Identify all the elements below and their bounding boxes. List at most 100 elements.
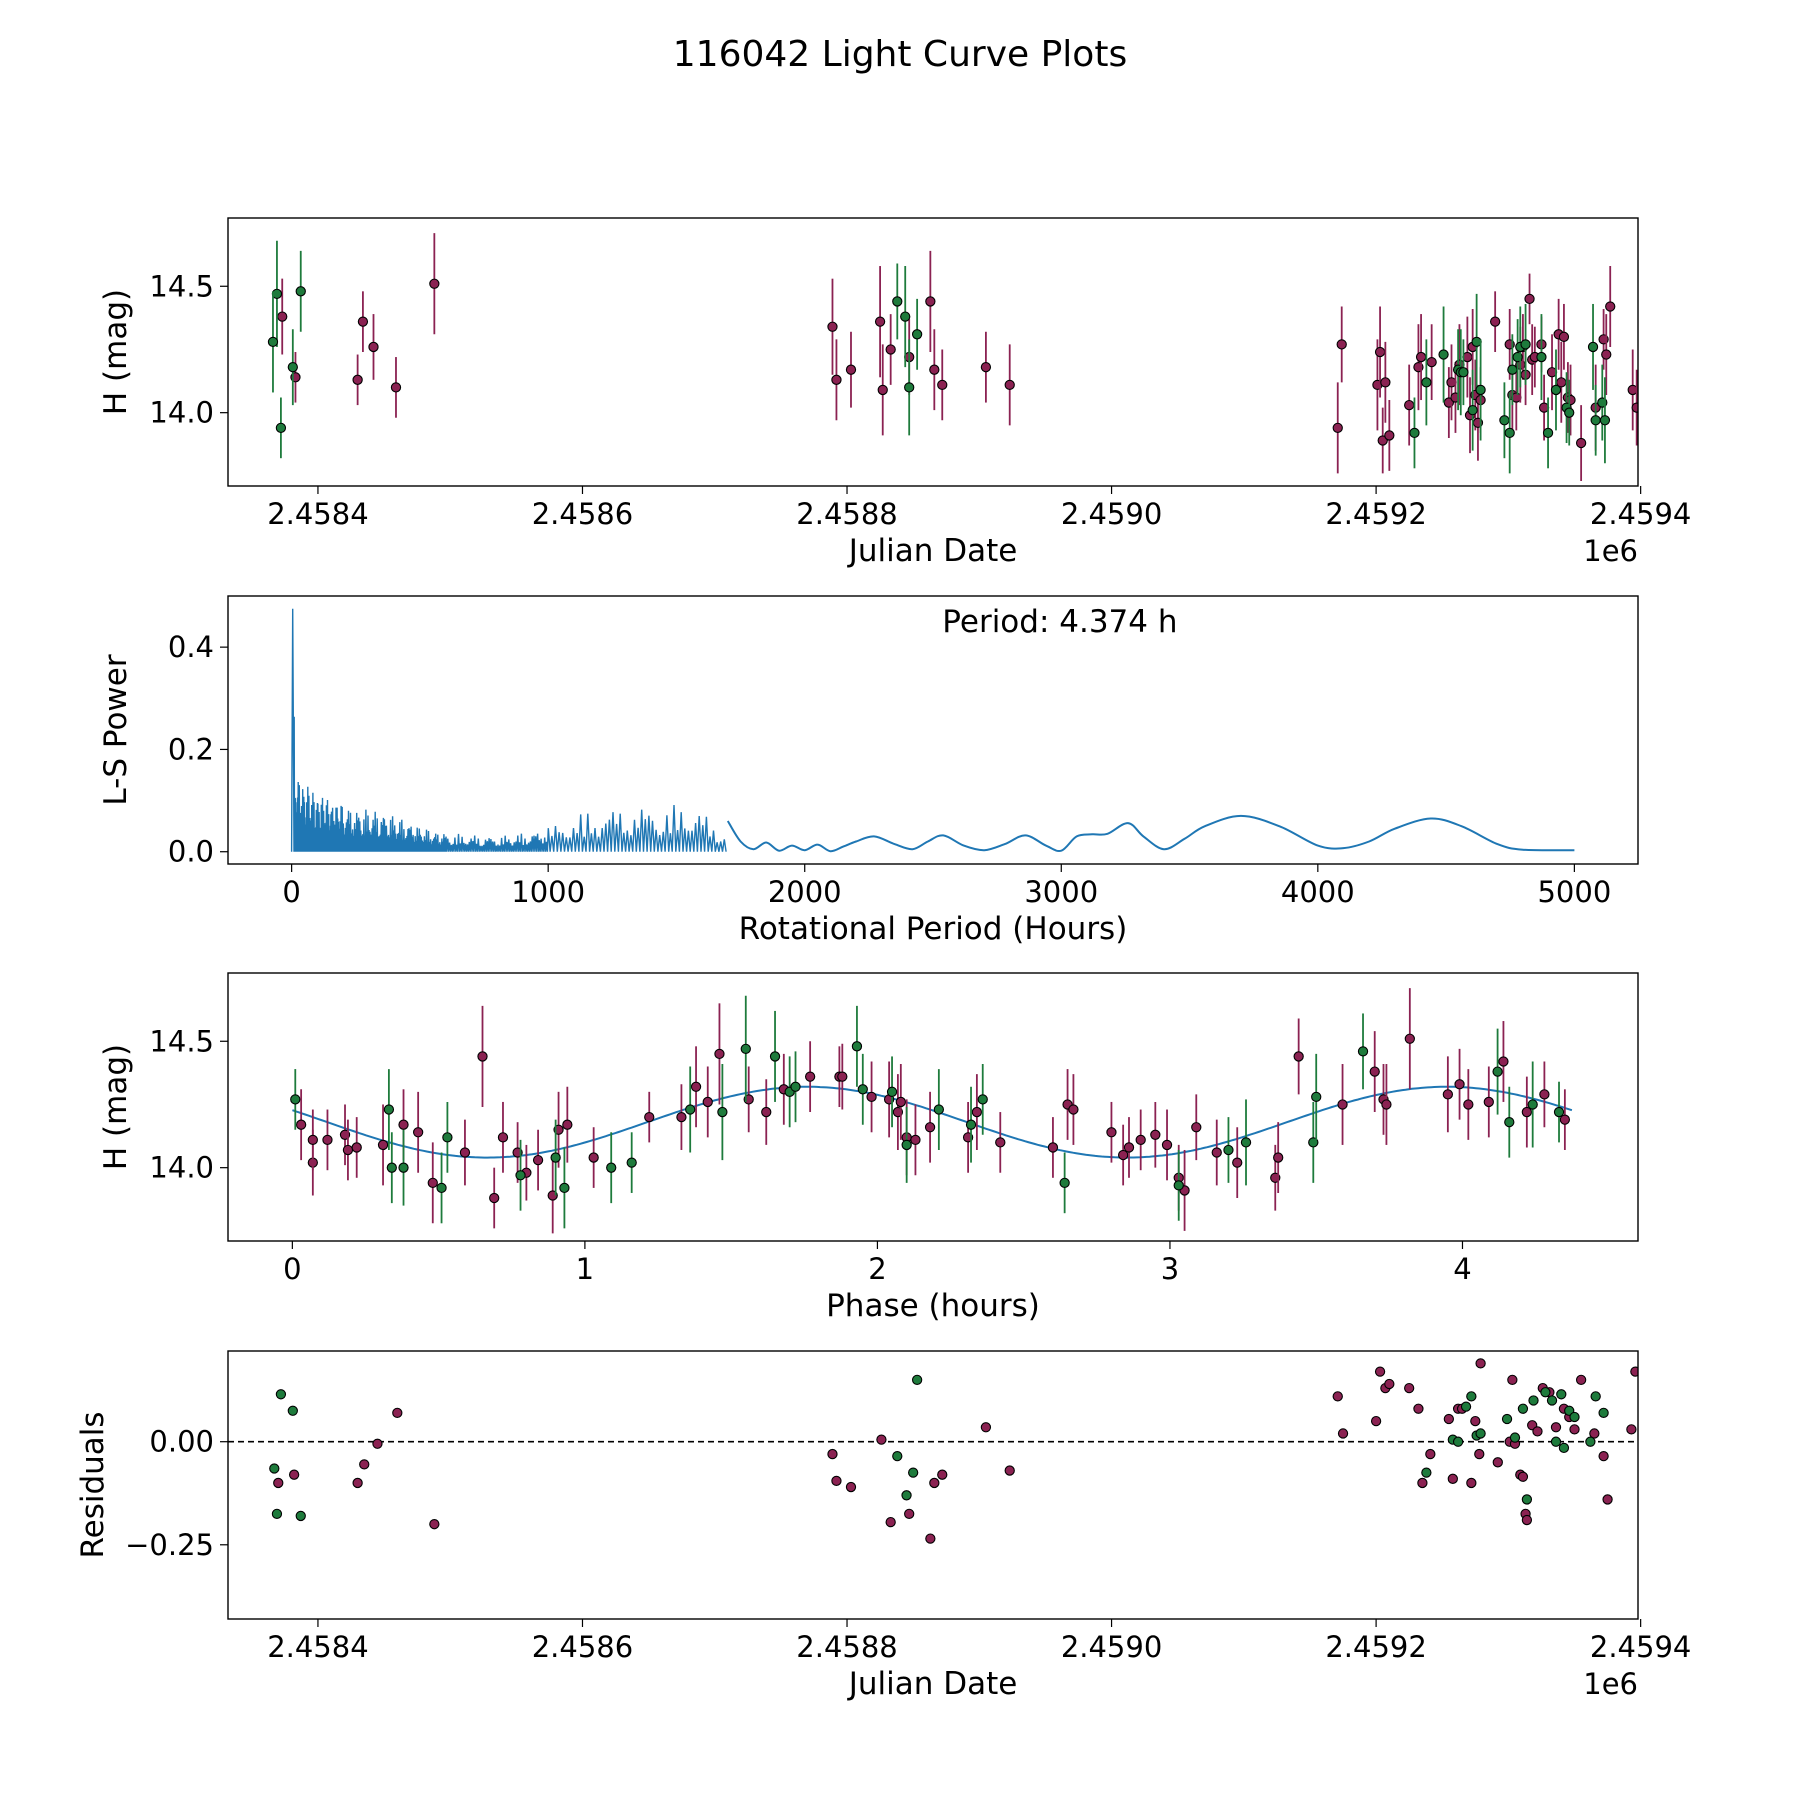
data-point bbox=[372, 1438, 383, 1449]
data-point bbox=[1532, 1426, 1543, 1437]
data-point bbox=[1601, 349, 1612, 360]
data-point bbox=[1443, 1413, 1455, 1425]
period-annotation: Period: 4.374 h bbox=[942, 604, 1177, 640]
data-point bbox=[1536, 351, 1547, 363]
data-point bbox=[429, 1519, 440, 1530]
data-point bbox=[1467, 405, 1478, 416]
data-point bbox=[685, 1104, 696, 1115]
data-point bbox=[1004, 379, 1015, 391]
data-point bbox=[1452, 1436, 1464, 1447]
x-tick-label: 2.4594 bbox=[1590, 1630, 1691, 1664]
data-point bbox=[690, 1081, 702, 1092]
data-point bbox=[714, 1048, 725, 1060]
x-tick-label: 2.4586 bbox=[532, 1630, 633, 1664]
data-point bbox=[359, 1459, 370, 1470]
data-point bbox=[1161, 1139, 1173, 1151]
periodogram-panel: 0 1000 2000 3000 4000 5000 0.0 0.2 0.4 Rotational… bbox=[98, 595, 1639, 947]
data-point bbox=[550, 1152, 561, 1163]
data-point bbox=[271, 1508, 283, 1520]
data-point bbox=[1598, 1407, 1609, 1418]
data-point bbox=[845, 364, 857, 375]
data-point bbox=[1475, 384, 1486, 396]
data-point bbox=[1474, 1448, 1485, 1460]
x-tick-label: 2.4584 bbox=[267, 497, 368, 531]
data-point bbox=[1232, 1157, 1243, 1168]
x-tick-label: 1 bbox=[576, 1252, 594, 1286]
data-point bbox=[1047, 1142, 1059, 1153]
data-point bbox=[837, 1071, 848, 1082]
data-point bbox=[769, 1051, 781, 1062]
data-point bbox=[1589, 1428, 1600, 1439]
x-tick-label: 2.4590 bbox=[1061, 497, 1162, 531]
data-point bbox=[588, 1152, 599, 1163]
data-point bbox=[1404, 1382, 1415, 1394]
data-point bbox=[1332, 1391, 1343, 1402]
y-tick-label: 14.5 bbox=[149, 269, 214, 303]
data-point bbox=[532, 1154, 544, 1166]
data-point bbox=[1447, 1473, 1458, 1484]
data-point bbox=[1384, 1378, 1395, 1390]
data-point bbox=[885, 344, 896, 355]
data-point bbox=[876, 1434, 887, 1445]
data-point bbox=[1605, 301, 1616, 312]
data-point bbox=[977, 1094, 988, 1105]
data-point bbox=[1575, 1374, 1587, 1386]
data-point bbox=[515, 1170, 526, 1181]
data-point bbox=[1211, 1147, 1222, 1158]
data-point bbox=[1463, 1099, 1474, 1110]
data-point bbox=[1492, 1457, 1503, 1468]
data-point bbox=[1524, 293, 1535, 305]
data-point bbox=[1059, 1177, 1070, 1188]
x-tick-label: 1000 bbox=[511, 875, 585, 909]
data-point bbox=[1517, 1471, 1529, 1482]
x-offset-label: 1e6 bbox=[1583, 534, 1638, 568]
plot-frame bbox=[227, 595, 1639, 865]
data-point bbox=[804, 1071, 816, 1082]
data-point bbox=[933, 1104, 945, 1115]
data-point bbox=[1442, 1089, 1454, 1100]
y-tick-label: 0.00 bbox=[149, 1425, 214, 1459]
data-point bbox=[1602, 1494, 1613, 1505]
data-point bbox=[436, 1182, 447, 1194]
data-point bbox=[845, 1481, 857, 1493]
data-point bbox=[442, 1132, 453, 1143]
data-point bbox=[901, 1139, 912, 1151]
data-point bbox=[606, 1162, 617, 1173]
data-point bbox=[559, 1182, 570, 1194]
data-point bbox=[377, 1139, 389, 1151]
data-point bbox=[877, 384, 888, 396]
data-point bbox=[874, 316, 886, 327]
data-point bbox=[562, 1119, 573, 1130]
data-point bbox=[398, 1162, 409, 1173]
data-point bbox=[477, 1051, 488, 1062]
data-point bbox=[924, 1122, 936, 1133]
data-point bbox=[925, 296, 936, 307]
data-point bbox=[1521, 1514, 1533, 1526]
x-tick-label: 0 bbox=[283, 1252, 301, 1286]
x-tick-label: 4 bbox=[1453, 1252, 1471, 1286]
data-point bbox=[892, 1450, 903, 1462]
data-point bbox=[857, 1084, 868, 1095]
data-point bbox=[1240, 1137, 1252, 1148]
data-point bbox=[911, 329, 923, 340]
data-point bbox=[1587, 341, 1599, 353]
data-point bbox=[911, 1374, 923, 1386]
data-point bbox=[1336, 339, 1347, 350]
data-point bbox=[1311, 1091, 1322, 1103]
data-point bbox=[908, 1467, 919, 1478]
data-point bbox=[497, 1132, 509, 1143]
data-point bbox=[1558, 1442, 1570, 1454]
data-point bbox=[1504, 427, 1515, 439]
x-tick-label: 2.4588 bbox=[796, 1630, 897, 1664]
data-point bbox=[1507, 1374, 1518, 1386]
x-tick-label: 2.4590 bbox=[1061, 1630, 1162, 1664]
data-point bbox=[937, 379, 948, 391]
data-point bbox=[1370, 1415, 1382, 1427]
data-point bbox=[1599, 415, 1611, 426]
data-point bbox=[386, 1162, 397, 1173]
data-point bbox=[1384, 430, 1395, 441]
data-point bbox=[275, 422, 287, 433]
data-point bbox=[1357, 1046, 1369, 1057]
data-point bbox=[1337, 1099, 1348, 1110]
data-point bbox=[1460, 1401, 1472, 1412]
